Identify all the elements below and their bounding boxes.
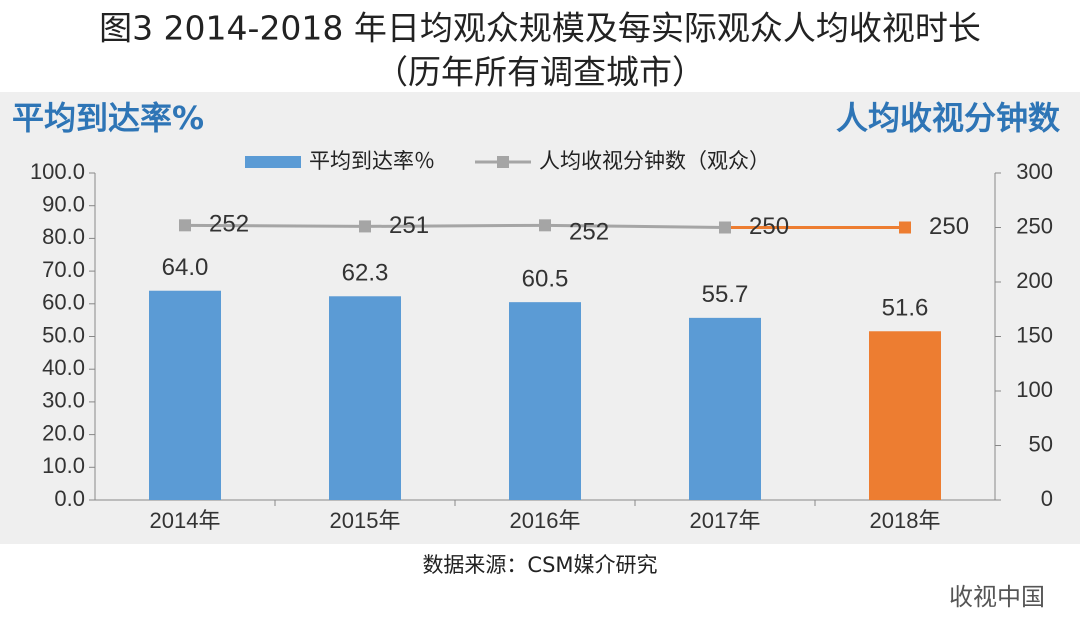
y-tick-label: 90.0 bbox=[42, 192, 85, 217]
x-tick-label: 2014年 bbox=[150, 508, 221, 533]
line-marker bbox=[719, 221, 731, 234]
bar bbox=[869, 331, 941, 500]
y-tick-label: 50.0 bbox=[42, 322, 85, 347]
bar-value-label: 51.6 bbox=[882, 295, 929, 322]
x-tick-label: 2015年 bbox=[330, 508, 401, 533]
bar-value-label: 60.5 bbox=[522, 266, 569, 293]
y2-tick-label: 50 bbox=[1029, 431, 1053, 456]
y-tick-label: 40.0 bbox=[42, 355, 85, 380]
line-value-label: 252 bbox=[209, 211, 249, 238]
source-note: 数据来源：CSM媒介研究 bbox=[422, 553, 657, 577]
bar bbox=[149, 290, 221, 500]
y2-tick-label: 0 bbox=[1041, 486, 1053, 511]
y-tick-label: 80.0 bbox=[42, 224, 85, 249]
y2-tick-label: 250 bbox=[1016, 213, 1053, 238]
y-tick-label: 100.0 bbox=[30, 159, 85, 184]
line-segment bbox=[184, 223, 366, 228]
line-value-label: 251 bbox=[389, 212, 429, 239]
y-axis-title: 平均到达率% bbox=[12, 99, 204, 137]
y-tick-label: 10.0 bbox=[42, 453, 85, 478]
y-tick-label: 30.0 bbox=[42, 388, 85, 413]
line-value-label: 250 bbox=[929, 213, 969, 240]
x-tick-label: 2017年 bbox=[690, 508, 761, 533]
bar bbox=[689, 317, 761, 500]
line-marker bbox=[179, 219, 191, 232]
line-value-label: 250 bbox=[749, 213, 789, 240]
chart-subtitle: （历年所有调查城市） bbox=[375, 53, 705, 92]
line-marker bbox=[899, 221, 911, 234]
line-marker bbox=[359, 220, 371, 233]
y2-tick-label: 150 bbox=[1016, 322, 1053, 347]
watermark: 收视中国 bbox=[949, 583, 1045, 611]
x-tick-label: 2016年 bbox=[510, 508, 581, 533]
y2-axis-title: 人均收视分钟数 bbox=[836, 99, 1061, 137]
bar bbox=[509, 302, 581, 500]
y-tick-label: 20.0 bbox=[42, 420, 85, 445]
legend-label: 平均到达率％ bbox=[309, 149, 435, 173]
legend-label: 人均收视分钟数（观众） bbox=[539, 149, 770, 173]
line-marker bbox=[539, 219, 551, 232]
bar-value-label: 55.7 bbox=[702, 281, 749, 308]
bar-value-label: 62.3 bbox=[342, 260, 389, 287]
bar-value-label: 64.0 bbox=[162, 254, 209, 281]
y-tick-label: 70.0 bbox=[42, 257, 85, 282]
y-tick-label: 0.0 bbox=[54, 486, 85, 511]
y-tick-label: 60.0 bbox=[42, 290, 85, 315]
chart-title: 图3 2014-2018 年日均观众规模及每实际观众人均收视时长 bbox=[99, 9, 981, 48]
x-tick-label: 2018年 bbox=[870, 508, 941, 533]
line-value-label: 252 bbox=[569, 219, 609, 246]
legend-swatch-marker bbox=[497, 156, 509, 168]
y2-tick-label: 300 bbox=[1016, 159, 1053, 184]
line-segment bbox=[544, 223, 726, 229]
y2-tick-label: 200 bbox=[1016, 268, 1053, 293]
legend-swatch bbox=[245, 156, 301, 168]
line-segment bbox=[364, 223, 546, 228]
bar bbox=[329, 296, 401, 500]
y2-tick-label: 100 bbox=[1016, 377, 1053, 402]
